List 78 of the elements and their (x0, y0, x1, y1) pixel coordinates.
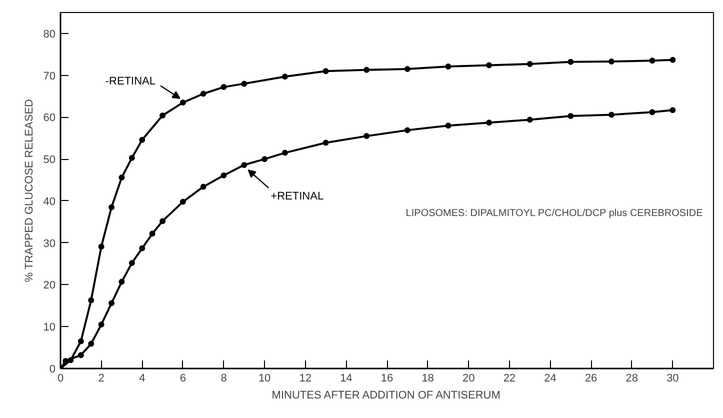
point (98, 322, 104, 328)
point (322, 68, 329, 74)
point (486, 120, 492, 126)
point (139, 136, 146, 143)
x-tick-label: 2 (98, 372, 104, 384)
point (180, 100, 186, 106)
x-tick-label: 16 (380, 372, 394, 384)
point (241, 162, 248, 168)
point (78, 352, 84, 358)
point (322, 140, 329, 146)
point (180, 198, 186, 205)
point (282, 150, 288, 156)
point (404, 127, 410, 134)
point (568, 58, 574, 65)
x-axis-title: MINUTES AFTER ADDITION OF ANTISERUM (272, 390, 500, 402)
point (98, 244, 104, 250)
text: -RETINAL (105, 76, 156, 88)
point (670, 56, 676, 63)
point (78, 338, 84, 344)
point (445, 122, 452, 129)
y-tick-label: 80 (43, 28, 56, 40)
point (670, 107, 676, 114)
point (568, 112, 574, 119)
x-tick-label: 6 (180, 372, 186, 384)
point (88, 340, 94, 347)
point (108, 204, 115, 210)
point (128, 260, 135, 266)
point (88, 297, 94, 304)
point (445, 64, 452, 70)
x-tick-label: 26 (584, 372, 598, 384)
x-tick-label: 8 (220, 372, 227, 384)
x-tick-label: 22 (503, 372, 516, 384)
x-tick-label: 4 (139, 372, 146, 384)
y-tick-label: 40 (43, 196, 56, 208)
annotation: LIPOSOMES: DIPALMITOYL PC/CHOL/DCP plus CEREBROSIDE (406, 208, 704, 220)
x-tick-label: 24 (544, 372, 556, 384)
point (200, 184, 206, 190)
point (118, 278, 125, 285)
point (200, 90, 206, 97)
y-tick-label: 20 (43, 280, 56, 292)
x-tick-label: 0 (57, 372, 64, 384)
y-tick-label: 70 (43, 70, 56, 82)
y-tick-label: 60 (43, 112, 56, 124)
point (282, 74, 288, 80)
point (118, 174, 125, 181)
point (220, 172, 227, 178)
point (364, 133, 370, 140)
point (160, 218, 166, 224)
point (608, 112, 614, 118)
point (608, 58, 614, 64)
point (404, 66, 410, 72)
point (241, 80, 248, 87)
x-tick-label: 18 (422, 372, 434, 384)
point (160, 112, 166, 119)
point (526, 116, 533, 123)
point (220, 84, 227, 90)
x-tick-label: 14 (340, 372, 352, 384)
y-tick-label: 0 (49, 364, 56, 376)
y-axis-title: % TRAPPED GLUCOSE RELEASED (23, 98, 36, 282)
point (526, 61, 533, 68)
point (262, 156, 268, 162)
y-tick-label: 30 (43, 238, 56, 250)
x-tick-label: 28 (626, 372, 638, 384)
text: +RETINAL (270, 190, 324, 202)
point (128, 154, 135, 161)
y-tick-label: 10 (43, 322, 56, 334)
point (108, 300, 115, 306)
point (486, 62, 492, 68)
x-tick-label: 20 (462, 372, 475, 384)
y-tick-label: 50 (43, 154, 56, 166)
point (649, 58, 656, 64)
x-tick-label: 12 (299, 372, 312, 384)
point (649, 109, 656, 116)
point (364, 66, 370, 73)
point (139, 245, 146, 252)
point (149, 230, 156, 237)
x-tick-label: 30 (666, 372, 679, 384)
x-tick-label: 10 (258, 372, 271, 384)
